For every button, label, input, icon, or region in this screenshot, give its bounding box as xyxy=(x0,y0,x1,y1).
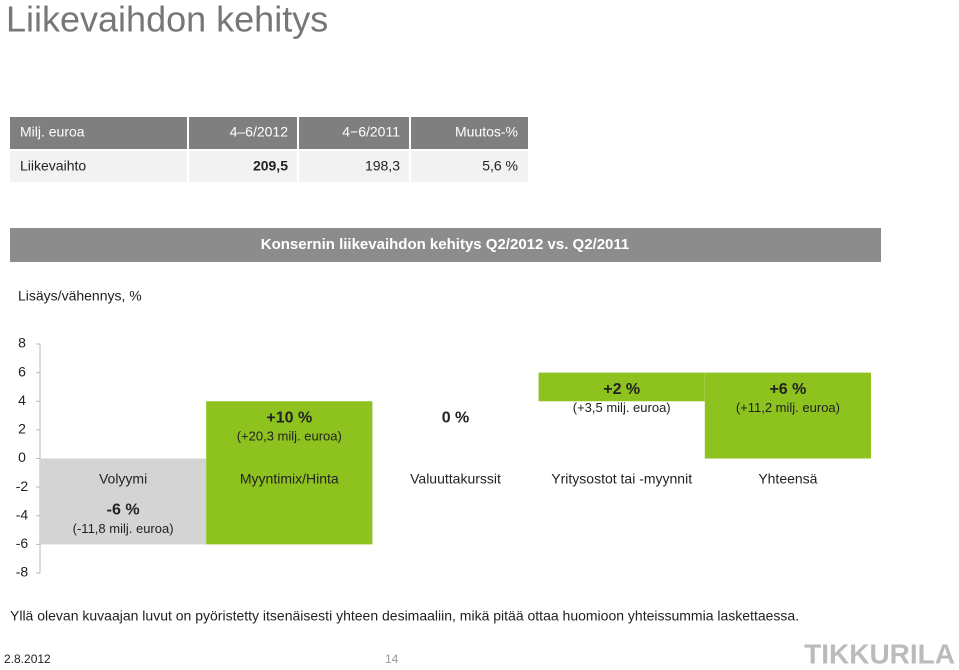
footer-page: 14 xyxy=(385,652,399,666)
value-annotation: (-11,8 milj. euroa) xyxy=(73,521,174,536)
x-tick-label: Myyntimix/Hinta xyxy=(240,471,339,487)
value-label: +6 % xyxy=(769,381,806,398)
y-tick-label: -2 xyxy=(16,478,29,494)
table-cell: 5,6 % xyxy=(482,158,518,174)
table-header: Muutos-% xyxy=(455,124,518,140)
bar xyxy=(704,372,871,459)
x-tick-label: Valuuttakurssit xyxy=(410,471,501,487)
value-annotation: (+11,2 milj. euroa) xyxy=(736,400,840,415)
value-label: -6 % xyxy=(107,502,140,519)
footer-date: 2.8.2012 xyxy=(4,652,51,666)
slide-title: Liikevaihdon kehitys xyxy=(6,0,328,40)
value-annotation: (+20,3 milj. euroa) xyxy=(237,429,342,444)
x-tick-label: Volyymi xyxy=(99,471,147,487)
table-cell: 198,3 xyxy=(365,158,400,174)
table-header: Milj. euroa xyxy=(20,124,85,140)
y-tick-label: -4 xyxy=(16,506,29,522)
y-tick-label: 6 xyxy=(18,363,26,379)
logo: TIKKURILA xyxy=(804,638,955,669)
table-header: 4−6/2011 xyxy=(342,124,400,140)
bar xyxy=(206,401,373,545)
y-tick-label: -6 xyxy=(16,535,29,551)
bar xyxy=(40,458,207,545)
y-axis-label: Lisäys/vähennys, % xyxy=(18,288,142,304)
table-header-bg xyxy=(10,117,528,149)
bar xyxy=(538,372,705,402)
x-tick-label: Yhteensä xyxy=(758,471,817,487)
table-row-bg xyxy=(10,151,528,182)
value-label: +2 % xyxy=(603,381,640,398)
x-tick-label: Yritysostot tai -myynnit xyxy=(551,471,692,487)
y-tick-label: 8 xyxy=(18,335,26,351)
y-tick-label: -8 xyxy=(16,564,29,580)
value-label: +10 % xyxy=(266,409,312,426)
y-tick-label: 4 xyxy=(18,392,26,408)
y-tick-label: 2 xyxy=(18,421,26,437)
table-dividers xyxy=(187,117,411,182)
table-cell: Liikevaihto xyxy=(20,158,86,174)
table-cell: 209,5 xyxy=(253,158,288,174)
table-header: 4–6/2012 xyxy=(230,124,289,140)
chart-banner xyxy=(10,228,881,262)
chart-title: Konsernin liikevaihdon kehitys Q2/2012 v… xyxy=(261,236,630,253)
y-tick-label: 0 xyxy=(18,449,26,465)
value-label: 0 % xyxy=(442,409,470,426)
footnote: Yllä olevan kuvaajan luvut on pyöristett… xyxy=(10,608,799,624)
value-annotation: (+3,5 milj. euroa) xyxy=(573,400,671,415)
